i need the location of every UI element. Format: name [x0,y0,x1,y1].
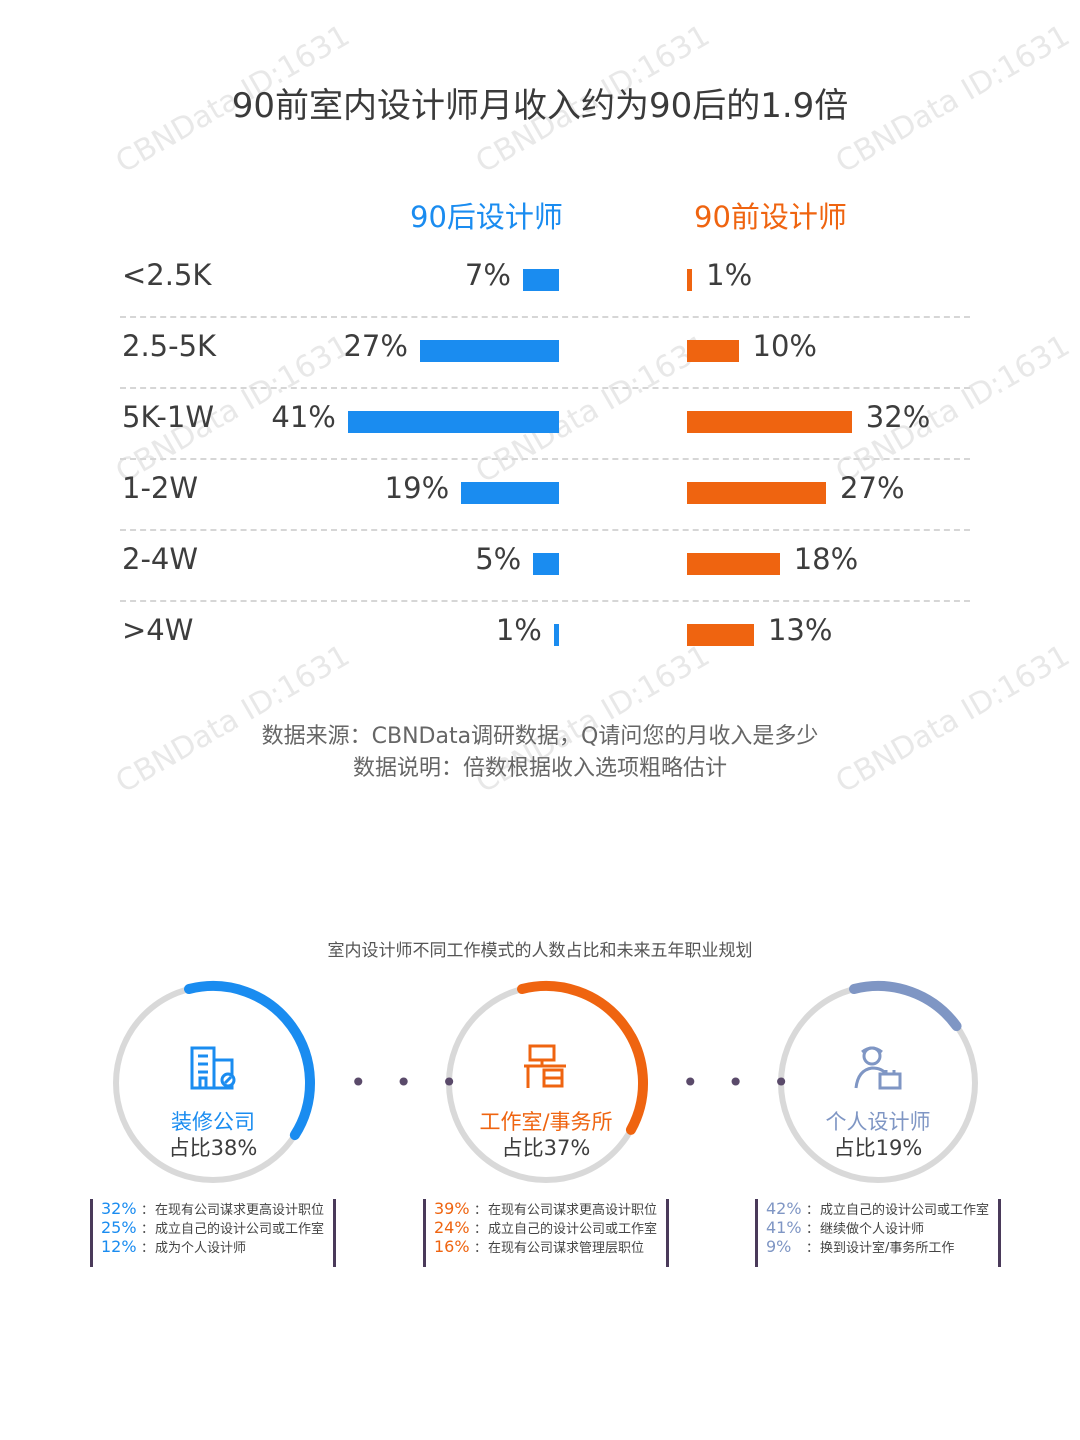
value-label-post90: 7% [464,258,511,292]
plan-text: 在现有公司谋求管理层职位 [488,1241,645,1256]
plan-pct: 16% [434,1237,470,1256]
plan-box-individual: 42% ：成立自己的设计公司或工作室 41% ：继续做个人设计师 9% ：换到设计室/… [755,1199,1001,1267]
plan-text: 换到设计室/事务所工作 [820,1241,955,1256]
ring-share-company: 占比38% [168,1136,258,1160]
section2-title: 室内设计师不同工作模式的人数占比和未来五年职业规划 [327,941,753,961]
row-divider [120,600,970,602]
value-label-pre90: 13% [767,613,833,647]
designer-person-icon [852,1042,904,1096]
category-label: <2.5K [122,258,212,292]
value-label-pre90: 10% [752,329,817,363]
ring-share-studio: 占比37% [501,1136,591,1160]
plan-pct: 9% [766,1237,792,1256]
plan-pct: 12% [101,1237,137,1256]
ring-studio [441,978,651,1188]
plan-pct: 41% [766,1218,802,1237]
category-label: 2-4W [122,542,199,576]
separator-dots: • • • [350,1066,468,1099]
category-label: 2.5-5K [122,329,217,363]
chart-title: 90前室内设计师月收入约为90后的1.9倍 [231,86,849,126]
value-label-pre90: 1% [706,258,753,292]
ring-share-arc [849,981,962,1032]
ring-decoration-company [108,978,318,1188]
ring-label-studio: 工作室/事务所 [479,1110,613,1134]
plan-item: 12% ：成为个人设计师 [101,1237,247,1256]
plan-item: 42% ：成立自己的设计公司或工作室 [766,1199,990,1218]
data-explanation-note: 数据说明：倍数根据收入选项粗略估计 [352,756,727,781]
plan-item: 24% ：成立自己的设计公司或工作室 [434,1218,658,1237]
bar-pre90 [687,340,739,362]
plan-item: 41% ：继续做个人设计师 [766,1218,925,1237]
plan-text: 成立自己的设计公司或工作室 [820,1203,990,1218]
plan-box-studio: 39% ：在现有公司谋求更高设计职位 24% ：成立自己的设计公司或工作室 16%：… [423,1199,669,1267]
plan-pct: 42% [766,1199,802,1218]
plan-item: 9% ：换到设计室/事务所工作 [766,1237,955,1256]
plan-item: 32% ：在现有公司谋求更高设计职位 [101,1199,325,1218]
row-divider [120,316,970,318]
value-label-post90: 19% [384,471,450,505]
right-series-header: 90前设计师 [694,200,847,234]
plan-text: 在现有公司谋求更高设计职位 [155,1203,325,1218]
bar-post90 [419,340,559,362]
separator-dots: • • • [682,1066,800,1099]
value-label-pre90: 27% [840,471,905,505]
ring-label-company: 装修公司 [171,1110,255,1134]
category-label: 1-2W [122,471,199,505]
plan-pct: 39% [434,1199,470,1218]
bar-pre90 [687,411,852,433]
plan-pct: 24% [434,1218,470,1237]
bar-post90 [522,269,559,291]
category-label: >4W [122,613,194,647]
plan-text: 成为个人设计师 [155,1241,247,1256]
bar-pre90 [687,624,754,646]
plan-text: 继续做个人设计师 [820,1222,925,1237]
plan-pct: 25% [101,1218,137,1237]
plan-text: 成立自己的设计公司或工作室 [488,1222,658,1237]
office-building-icon [188,1042,238,1096]
plan-text: 在现有公司谋求更高设计职位 [488,1203,658,1218]
plan-box-company: 32% ：在现有公司谋求更高设计职位 25% ：成立自己的设计公司或工作室 12%：… [90,1199,336,1267]
ring-share-arc [184,981,315,1141]
bar-post90 [533,553,559,575]
value-label-pre90: 18% [793,542,859,576]
value-label-post90: 41% [271,400,336,434]
category-label: 5K-1W [122,400,215,434]
ring-share-arc [517,981,648,1135]
plan-pct: 32% [101,1199,137,1218]
plan-item: 16% ：在现有公司谋求管理层职位 [434,1237,645,1256]
ring-share-individual: 占比19% [833,1136,923,1160]
plan-item: 25% ：成立自己的设计公司或工作室 [101,1218,325,1237]
bar-pre90 [687,482,827,504]
ring-individual [773,978,983,1188]
value-label-post90: 27% [343,329,408,363]
plan-text: 成立自己的设计公司或工作室 [155,1222,325,1237]
bar-pre90 [687,553,780,575]
bar-post90 [347,411,559,433]
data-source-note: 数据来源：CBNData调研数据，Q请问您的月收入是多少 [261,724,819,749]
left-series-header: 90后设计师 [410,200,563,234]
row-divider [120,458,970,460]
bar-post90 [553,624,559,646]
ring-label-individual: 个人设计师 [825,1110,931,1134]
value-label-post90: 5% [475,542,522,576]
bar-post90 [461,482,559,504]
value-label-post90: 1% [495,613,542,647]
plan-item: 39% ：在现有公司谋求更高设计职位 [434,1199,658,1218]
bar-pre90 [687,269,693,291]
studio-desk-icon [520,1042,570,1096]
row-divider [120,387,970,389]
row-divider [120,529,970,531]
value-label-pre90: 32% [865,400,931,434]
